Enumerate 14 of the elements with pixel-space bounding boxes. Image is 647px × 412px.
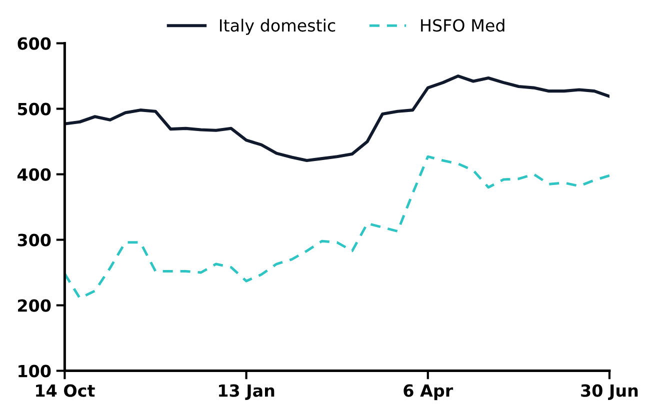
- y-tick-label: 600: [18, 37, 51, 50]
- legend-label: HSFO Med: [421, 18, 504, 32]
- x-tick-label: 14 Oct: [36, 384, 95, 397]
- line-series: [64, 155, 610, 300]
- legend-label: Italy domestic: [220, 18, 336, 35]
- y-tick-label: 400: [17, 168, 51, 181]
- x-tick-label: 13 Jan: [219, 384, 274, 400]
- y-tick-label: 100: [18, 364, 51, 378]
- y-tick-label: 200: [18, 299, 51, 312]
- y-tick-label: 500: [18, 102, 51, 116]
- line-series: [64, 74, 610, 162]
- y-tick-label: 300: [18, 234, 51, 246]
- x-tick-label: 6 Apr: [404, 384, 454, 400]
- x-tick-label: 30 Jun: [581, 384, 638, 400]
